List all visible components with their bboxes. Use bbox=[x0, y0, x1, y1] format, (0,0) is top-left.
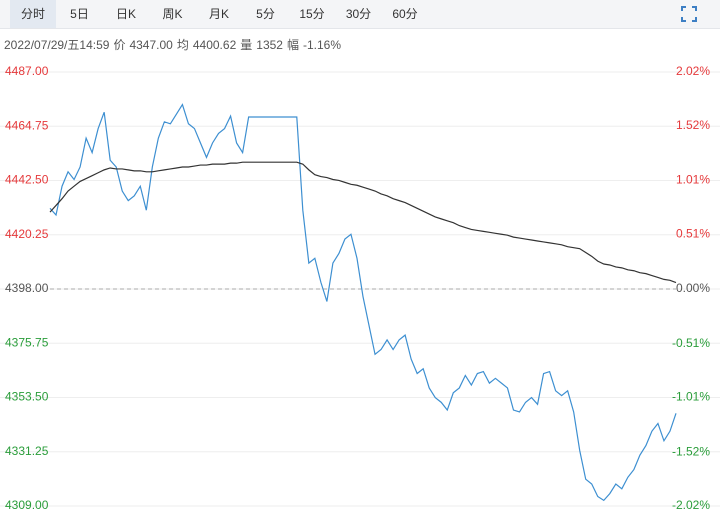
volume: 1352 bbox=[256, 38, 283, 52]
time: 2022/07/29/五14:59 bbox=[4, 38, 110, 52]
y-tick-label: 4331.25 bbox=[5, 444, 49, 458]
y-tick-label: 4309.00 bbox=[5, 498, 49, 512]
y2-tick-label: -1.52% bbox=[672, 444, 710, 458]
tab[interactable]: 月K bbox=[208, 7, 229, 21]
tab[interactable]: 15分 bbox=[299, 7, 325, 21]
y-tick-label: 4464.75 bbox=[5, 118, 49, 132]
price-line bbox=[49, 161, 677, 284]
range: -1.16% bbox=[302, 38, 342, 52]
price-line bbox=[49, 103, 677, 502]
y-tick-label: 4375.75 bbox=[5, 335, 49, 349]
fullscreen-icon[interactable] bbox=[680, 5, 698, 23]
toolbar: 分时 5日 日K 周K 月K 5分 15分 30分 60分 bbox=[0, 0, 720, 29]
price-label: 价 bbox=[113, 38, 126, 52]
y2-tick-label: -0.51% bbox=[672, 336, 710, 350]
tab[interactable]: 日K bbox=[115, 7, 136, 21]
y2-tick-label: 0.51% bbox=[676, 226, 710, 240]
y2-tick-label: -2.02% bbox=[672, 498, 710, 512]
y-tick-label: 4420.25 bbox=[5, 227, 49, 241]
y-tick-label: 4487.00 bbox=[5, 64, 49, 78]
tab[interactable]: 60分 bbox=[392, 7, 418, 21]
y-tick-label: 4398.00 bbox=[5, 281, 49, 295]
price: 4347.00 bbox=[129, 38, 173, 52]
y2-tick-label: 0.00% bbox=[676, 281, 710, 295]
tab[interactable]: 5日 bbox=[70, 7, 89, 21]
avg-label: 均 bbox=[176, 38, 189, 52]
range-label: 幅 bbox=[286, 38, 299, 52]
tab[interactable]: 分时 bbox=[10, 0, 56, 28]
tab[interactable]: 30分 bbox=[345, 7, 372, 21]
y2-tick-label: -1.01% bbox=[672, 390, 710, 404]
y2-tick-label: 1.01% bbox=[676, 173, 710, 187]
y-tick-label: 4353.50 bbox=[5, 390, 49, 404]
y2-tick-label: 2.02% bbox=[676, 64, 710, 78]
y2-tick-label: 1.52% bbox=[676, 118, 710, 132]
volume-label: 量 bbox=[240, 38, 253, 52]
tab[interactable]: 周K bbox=[162, 7, 183, 21]
avg: 4400.62 bbox=[192, 38, 237, 52]
y-tick-label: 4442.50 bbox=[5, 173, 49, 187]
info-line: 2022/07/29/五14:59 价 4347.00 均 4400.62 量 1352 幅 -… bbox=[4, 36, 345, 53]
tab[interactable]: 5分 bbox=[256, 7, 275, 21]
